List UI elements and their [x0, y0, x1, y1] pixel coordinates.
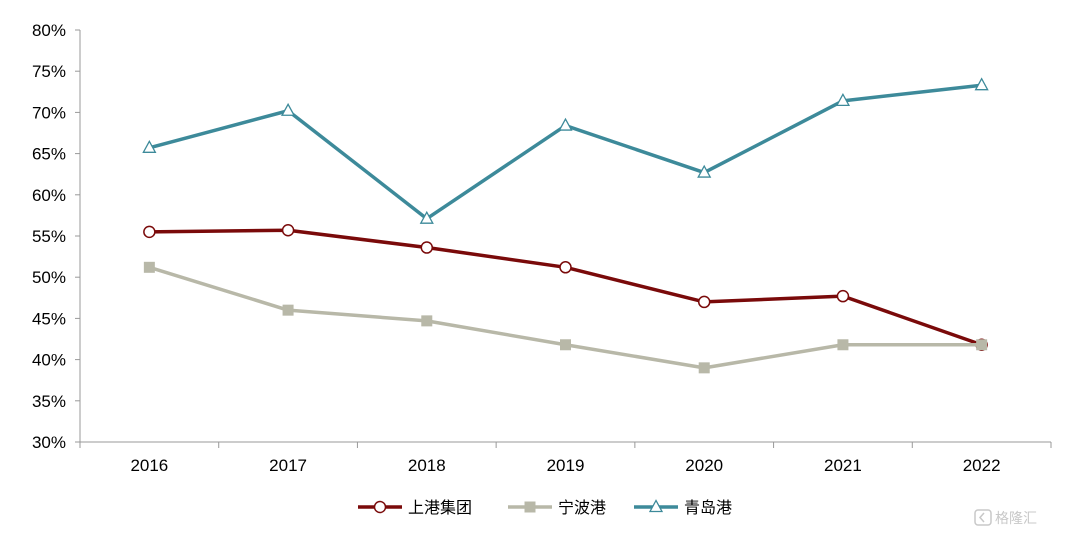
data-point — [559, 261, 572, 274]
y-tick-label: 75% — [32, 62, 66, 81]
x-tick-label: 2020 — [685, 456, 723, 475]
data-point — [143, 225, 156, 239]
y-axis: 30% 35% 40% 45% 50% 55% 60% 65% 70% 75% 80% — [32, 21, 81, 452]
legend-item: 青岛港 — [634, 498, 732, 517]
y-tick-label: 35% — [32, 392, 66, 411]
y-tick-label: 30% — [32, 433, 66, 452]
data-point — [697, 295, 711, 309]
legend-label: 上港集团 — [408, 498, 472, 517]
data-point — [558, 117, 573, 131]
legend-label: 青岛港 — [684, 498, 732, 517]
watermark-text: 格隆汇 — [995, 511, 1037, 527]
y-tick-label: 40% — [32, 351, 66, 370]
x-tick-label: 2022 — [963, 456, 1001, 475]
data-point — [281, 223, 295, 237]
series-line — [149, 228, 983, 347]
series-line — [148, 83, 982, 221]
x-tick-label: 2018 — [408, 456, 446, 475]
y-tick-label: 55% — [32, 227, 66, 246]
data-point — [421, 315, 433, 327]
data-point — [698, 362, 710, 374]
data-point — [420, 241, 434, 254]
data-point — [142, 139, 157, 153]
legend-marker — [524, 501, 536, 513]
data-point — [419, 210, 434, 224]
x-tick-label: 2019 — [547, 456, 585, 475]
y-tick-label: 45% — [32, 309, 66, 328]
watermark: 格隆汇 — [974, 509, 1037, 527]
legend-marker — [373, 500, 387, 514]
legend-marker — [648, 499, 664, 513]
y-tick-label: 70% — [32, 103, 66, 122]
data-point — [836, 289, 850, 303]
data-point — [837, 339, 849, 351]
series-line — [148, 265, 982, 370]
y-tick-label: 60% — [32, 186, 66, 205]
data-point — [560, 339, 571, 351]
series-lines — [142, 77, 989, 374]
x-tick-label: 2016 — [130, 456, 168, 475]
x-tick-label: 2017 — [269, 456, 307, 475]
y-tick-label: 65% — [32, 145, 66, 164]
x-axis: 2016 2017 2018 2019 2020 2021 2022 — [79, 441, 1052, 475]
data-point — [143, 261, 155, 273]
legend-item: 上港集团 — [358, 498, 472, 517]
y-tick-label: 80% — [32, 21, 66, 40]
data-point — [280, 102, 296, 116]
data-point — [697, 164, 712, 178]
legend-item: 宁波港 — [508, 498, 606, 517]
data-point — [976, 339, 988, 351]
y-tick-label: 50% — [32, 268, 66, 287]
data-point — [282, 304, 294, 316]
glh-logo-icon — [974, 509, 992, 526]
series-0 — [143, 223, 988, 352]
data-point — [835, 93, 851, 107]
x-tick-label: 2021 — [824, 456, 862, 475]
series-2 — [142, 77, 989, 224]
data-point — [974, 77, 989, 91]
legend-label: 宁波港 — [558, 498, 606, 517]
series-1 — [143, 261, 988, 374]
legend: 上港集团 宁波港 青岛港 — [358, 498, 732, 517]
